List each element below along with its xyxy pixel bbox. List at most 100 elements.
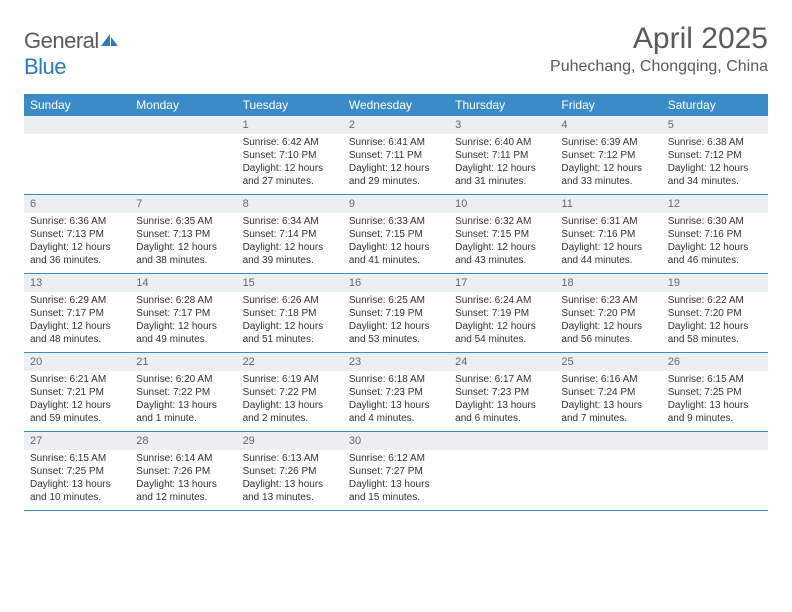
day-cell: 17Sunrise: 6:24 AMSunset: 7:19 PMDayligh… xyxy=(449,274,555,352)
empty-cell xyxy=(449,432,555,510)
day-number: 15 xyxy=(237,274,343,292)
day-details: Sunrise: 6:22 AMSunset: 7:20 PMDaylight:… xyxy=(662,292,768,350)
day-number: 30 xyxy=(343,432,449,450)
day-details: Sunrise: 6:38 AMSunset: 7:12 PMDaylight:… xyxy=(662,134,768,192)
day-number: 17 xyxy=(449,274,555,292)
calendar-page: GeneralBlue April 2025 Puhechang, Chongq… xyxy=(0,0,792,533)
day-cell: 12Sunrise: 6:30 AMSunset: 7:16 PMDayligh… xyxy=(662,195,768,273)
day-cell: 14Sunrise: 6:28 AMSunset: 7:17 PMDayligh… xyxy=(130,274,236,352)
logo-sail-icon xyxy=(100,28,120,54)
day-number: 12 xyxy=(662,195,768,213)
day-details: Sunrise: 6:13 AMSunset: 7:26 PMDaylight:… xyxy=(237,450,343,508)
day-cell: 28Sunrise: 6:14 AMSunset: 7:26 PMDayligh… xyxy=(130,432,236,510)
day-details: Sunrise: 6:36 AMSunset: 7:13 PMDaylight:… xyxy=(24,213,130,271)
day-details: Sunrise: 6:24 AMSunset: 7:19 PMDaylight:… xyxy=(449,292,555,350)
weekday-header: Wednesday xyxy=(343,94,449,116)
day-details: Sunrise: 6:19 AMSunset: 7:22 PMDaylight:… xyxy=(237,371,343,429)
day-cell: 16Sunrise: 6:25 AMSunset: 7:19 PMDayligh… xyxy=(343,274,449,352)
day-details: Sunrise: 6:34 AMSunset: 7:14 PMDaylight:… xyxy=(237,213,343,271)
day-cell: 8Sunrise: 6:34 AMSunset: 7:14 PMDaylight… xyxy=(237,195,343,273)
day-number: 14 xyxy=(130,274,236,292)
day-cell: 6Sunrise: 6:36 AMSunset: 7:13 PMDaylight… xyxy=(24,195,130,273)
day-number: 8 xyxy=(237,195,343,213)
day-number xyxy=(24,116,130,134)
logo-text: GeneralBlue xyxy=(24,28,120,80)
weekday-header-row: SundayMondayTuesdayWednesdayThursdayFrid… xyxy=(24,94,768,116)
day-details: Sunrise: 6:14 AMSunset: 7:26 PMDaylight:… xyxy=(130,450,236,508)
week-row: 1Sunrise: 6:42 AMSunset: 7:10 PMDaylight… xyxy=(24,116,768,195)
empty-cell xyxy=(662,432,768,510)
day-cell: 25Sunrise: 6:16 AMSunset: 7:24 PMDayligh… xyxy=(555,353,661,431)
day-number: 13 xyxy=(24,274,130,292)
empty-cell xyxy=(24,116,130,194)
day-cell: 15Sunrise: 6:26 AMSunset: 7:18 PMDayligh… xyxy=(237,274,343,352)
day-details: Sunrise: 6:16 AMSunset: 7:24 PMDaylight:… xyxy=(555,371,661,429)
day-details: Sunrise: 6:26 AMSunset: 7:18 PMDaylight:… xyxy=(237,292,343,350)
day-number: 18 xyxy=(555,274,661,292)
day-details: Sunrise: 6:32 AMSunset: 7:15 PMDaylight:… xyxy=(449,213,555,271)
day-details: Sunrise: 6:28 AMSunset: 7:17 PMDaylight:… xyxy=(130,292,236,350)
day-number: 7 xyxy=(130,195,236,213)
header: GeneralBlue April 2025 Puhechang, Chongq… xyxy=(24,22,768,80)
day-cell: 10Sunrise: 6:32 AMSunset: 7:15 PMDayligh… xyxy=(449,195,555,273)
weekday-header: Saturday xyxy=(662,94,768,116)
day-cell: 7Sunrise: 6:35 AMSunset: 7:13 PMDaylight… xyxy=(130,195,236,273)
logo-text-gray: General xyxy=(24,28,99,53)
empty-cell xyxy=(130,116,236,194)
weekday-header: Monday xyxy=(130,94,236,116)
day-number: 21 xyxy=(130,353,236,371)
day-details xyxy=(662,450,768,506)
day-cell: 18Sunrise: 6:23 AMSunset: 7:20 PMDayligh… xyxy=(555,274,661,352)
day-number: 9 xyxy=(343,195,449,213)
day-cell: 13Sunrise: 6:29 AMSunset: 7:17 PMDayligh… xyxy=(24,274,130,352)
day-number: 24 xyxy=(449,353,555,371)
day-details: Sunrise: 6:29 AMSunset: 7:17 PMDaylight:… xyxy=(24,292,130,350)
weekday-header: Sunday xyxy=(24,94,130,116)
day-details: Sunrise: 6:21 AMSunset: 7:21 PMDaylight:… xyxy=(24,371,130,429)
week-row: 6Sunrise: 6:36 AMSunset: 7:13 PMDaylight… xyxy=(24,195,768,274)
day-number: 11 xyxy=(555,195,661,213)
day-number: 4 xyxy=(555,116,661,134)
location: Puhechang, Chongqing, China xyxy=(550,58,768,76)
day-number: 19 xyxy=(662,274,768,292)
day-number: 28 xyxy=(130,432,236,450)
day-number: 6 xyxy=(24,195,130,213)
day-details: Sunrise: 6:18 AMSunset: 7:23 PMDaylight:… xyxy=(343,371,449,429)
day-number: 3 xyxy=(449,116,555,134)
day-cell: 26Sunrise: 6:15 AMSunset: 7:25 PMDayligh… xyxy=(662,353,768,431)
day-details: Sunrise: 6:12 AMSunset: 7:27 PMDaylight:… xyxy=(343,450,449,508)
day-details: Sunrise: 6:41 AMSunset: 7:11 PMDaylight:… xyxy=(343,134,449,192)
day-cell: 9Sunrise: 6:33 AMSunset: 7:15 PMDaylight… xyxy=(343,195,449,273)
day-details: Sunrise: 6:15 AMSunset: 7:25 PMDaylight:… xyxy=(24,450,130,508)
day-cell: 11Sunrise: 6:31 AMSunset: 7:16 PMDayligh… xyxy=(555,195,661,273)
day-number xyxy=(555,432,661,450)
day-number xyxy=(449,432,555,450)
day-cell: 20Sunrise: 6:21 AMSunset: 7:21 PMDayligh… xyxy=(24,353,130,431)
day-details xyxy=(555,450,661,506)
day-number: 20 xyxy=(24,353,130,371)
day-cell: 29Sunrise: 6:13 AMSunset: 7:26 PMDayligh… xyxy=(237,432,343,510)
day-cell: 5Sunrise: 6:38 AMSunset: 7:12 PMDaylight… xyxy=(662,116,768,194)
day-cell: 30Sunrise: 6:12 AMSunset: 7:27 PMDayligh… xyxy=(343,432,449,510)
calendar: SundayMondayTuesdayWednesdayThursdayFrid… xyxy=(24,94,768,511)
day-number: 23 xyxy=(343,353,449,371)
day-number: 10 xyxy=(449,195,555,213)
day-details: Sunrise: 6:17 AMSunset: 7:23 PMDaylight:… xyxy=(449,371,555,429)
day-cell: 21Sunrise: 6:20 AMSunset: 7:22 PMDayligh… xyxy=(130,353,236,431)
day-details: Sunrise: 6:31 AMSunset: 7:16 PMDaylight:… xyxy=(555,213,661,271)
day-details xyxy=(130,134,236,190)
day-details: Sunrise: 6:39 AMSunset: 7:12 PMDaylight:… xyxy=(555,134,661,192)
day-details xyxy=(24,134,130,190)
week-row: 20Sunrise: 6:21 AMSunset: 7:21 PMDayligh… xyxy=(24,353,768,432)
weekday-header: Thursday xyxy=(449,94,555,116)
day-number: 16 xyxy=(343,274,449,292)
day-details: Sunrise: 6:40 AMSunset: 7:11 PMDaylight:… xyxy=(449,134,555,192)
logo: GeneralBlue xyxy=(24,22,120,80)
day-number: 27 xyxy=(24,432,130,450)
day-details: Sunrise: 6:35 AMSunset: 7:13 PMDaylight:… xyxy=(130,213,236,271)
empty-cell xyxy=(555,432,661,510)
day-details: Sunrise: 6:15 AMSunset: 7:25 PMDaylight:… xyxy=(662,371,768,429)
day-cell: 27Sunrise: 6:15 AMSunset: 7:25 PMDayligh… xyxy=(24,432,130,510)
day-number: 22 xyxy=(237,353,343,371)
weeks-container: 1Sunrise: 6:42 AMSunset: 7:10 PMDaylight… xyxy=(24,116,768,511)
